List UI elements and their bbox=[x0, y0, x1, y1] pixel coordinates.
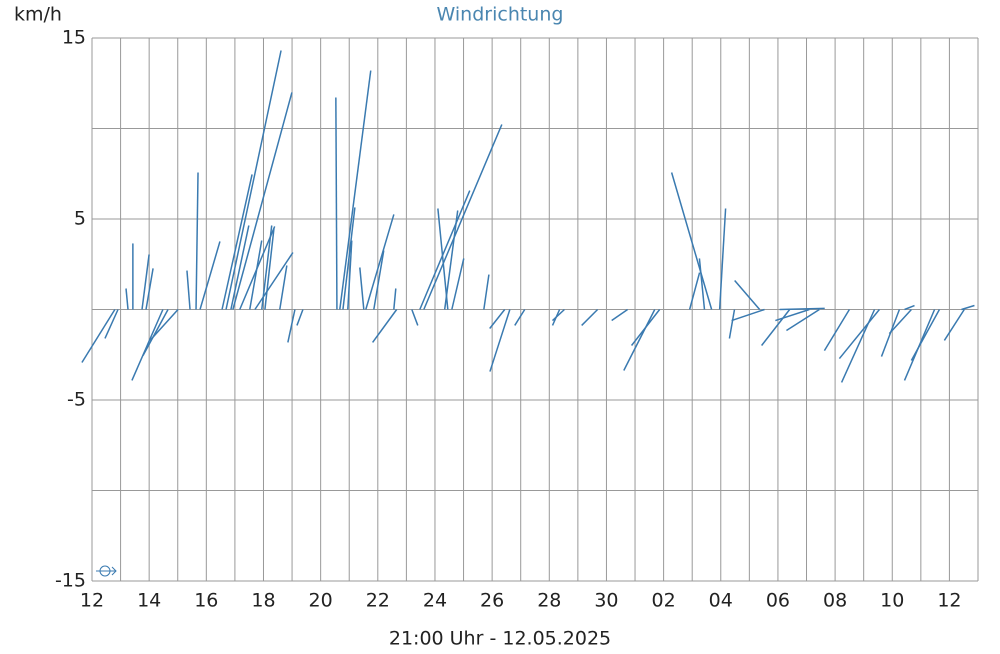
wind-vector bbox=[230, 225, 250, 310]
x-tick-label: 10 bbox=[880, 590, 904, 612]
wind-vector bbox=[961, 304, 975, 311]
wind-vector bbox=[718, 208, 727, 310]
x-tick-label: 08 bbox=[823, 590, 847, 612]
wind-vector bbox=[342, 207, 356, 310]
wind-vector bbox=[279, 265, 288, 310]
wind-vector bbox=[551, 308, 565, 322]
wind-vector bbox=[514, 309, 526, 326]
wind-vector bbox=[731, 308, 765, 322]
wind-vector bbox=[365, 214, 395, 310]
wind-vector bbox=[688, 272, 701, 310]
y-tick-label: -5 bbox=[67, 389, 86, 411]
legend-icon bbox=[96, 565, 117, 577]
wind-vector bbox=[371, 309, 398, 343]
x-tick-label: 16 bbox=[194, 590, 218, 612]
wind-vector bbox=[249, 240, 263, 310]
wind-vector bbox=[142, 309, 169, 356]
wind-vector bbox=[221, 174, 253, 310]
wind-vector bbox=[339, 70, 372, 310]
wind-vector bbox=[347, 240, 353, 310]
wind-vector bbox=[761, 309, 791, 346]
wind-vector bbox=[225, 50, 282, 310]
wind-vector bbox=[483, 274, 490, 310]
wind-vector bbox=[904, 304, 915, 311]
wind-vector bbox=[630, 309, 661, 346]
wind-vector bbox=[199, 241, 221, 310]
y-tick-label: -15 bbox=[55, 570, 86, 592]
wind-vector bbox=[232, 92, 293, 310]
wind-vector bbox=[186, 270, 191, 310]
wind-vector bbox=[611, 308, 629, 322]
wind-vector bbox=[125, 288, 129, 310]
wind-vector bbox=[698, 258, 706, 310]
wind-vector bbox=[943, 309, 965, 341]
y-axis-label: km/h bbox=[14, 4, 62, 26]
wind-vector bbox=[261, 225, 273, 310]
x-tick-label: 30 bbox=[594, 590, 618, 612]
x-tick-label: 12 bbox=[80, 590, 104, 612]
x-tick-label: 26 bbox=[480, 590, 504, 612]
wind-vector bbox=[264, 228, 275, 310]
wind-vector bbox=[145, 268, 154, 310]
wind-vector bbox=[728, 309, 736, 339]
wind-vector bbox=[838, 309, 880, 360]
wind-vector bbox=[393, 288, 397, 310]
wind-vector bbox=[149, 308, 179, 341]
wind-vector bbox=[734, 280, 761, 310]
wind-vector bbox=[141, 254, 150, 310]
x-tick-label: 02 bbox=[652, 590, 676, 612]
wind-vector bbox=[786, 308, 820, 332]
wind-vector bbox=[623, 309, 656, 371]
x-tick-label: 24 bbox=[423, 590, 447, 612]
x-tick-label: 20 bbox=[309, 590, 333, 612]
wind-vector bbox=[451, 258, 465, 310]
wind-vector bbox=[775, 308, 810, 322]
chart-title: Windrichtung bbox=[437, 4, 564, 26]
wind-vector bbox=[131, 309, 164, 381]
wind-vector bbox=[419, 190, 471, 310]
wind-vector bbox=[335, 97, 338, 310]
wind-vector bbox=[489, 309, 506, 329]
wind-vector bbox=[296, 309, 304, 326]
wind-vector bbox=[670, 172, 713, 310]
wind-vector bbox=[423, 124, 503, 310]
wind-vector bbox=[373, 250, 385, 310]
wind-vector bbox=[254, 252, 294, 310]
x-tick-label: 12 bbox=[937, 590, 961, 612]
x-tick-label: 06 bbox=[766, 590, 790, 612]
wind-vector bbox=[489, 309, 511, 372]
x-tick-label: 22 bbox=[366, 590, 390, 612]
wind-vector bbox=[104, 309, 119, 339]
y-tick-label: 15 bbox=[62, 27, 86, 49]
wind-vector bbox=[195, 172, 199, 310]
x-tick-label: 14 bbox=[137, 590, 161, 612]
wind-vector bbox=[359, 267, 365, 310]
wind-vector bbox=[581, 308, 599, 326]
wind-vector bbox=[443, 210, 459, 310]
x-axis-label: 21:00 Uhr - 12.05.2025 bbox=[389, 628, 611, 650]
wind-vector bbox=[411, 309, 419, 326]
x-tick-label: 28 bbox=[537, 590, 561, 612]
wind-vector bbox=[910, 309, 941, 361]
wind-vector bbox=[81, 309, 116, 363]
wind-vector bbox=[287, 309, 296, 343]
x-tick-label: 18 bbox=[251, 590, 275, 612]
wind-vector bbox=[888, 308, 912, 335]
wind-vector bbox=[823, 309, 851, 351]
y-tick-label: 5 bbox=[74, 208, 86, 230]
wind-vector bbox=[779, 307, 825, 311]
x-tick-label: 04 bbox=[709, 590, 733, 612]
